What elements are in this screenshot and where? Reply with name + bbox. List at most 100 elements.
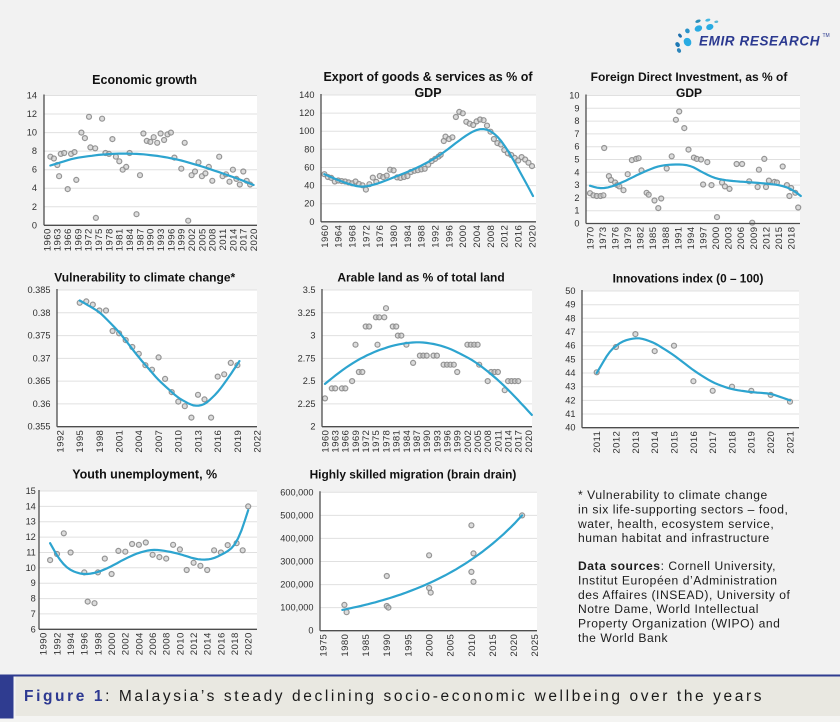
svg-text:1984: 1984 xyxy=(125,228,136,251)
svg-text:1992: 1992 xyxy=(52,632,63,655)
svg-text:1960: 1960 xyxy=(320,225,331,248)
svg-text:2022: 2022 xyxy=(253,430,264,453)
svg-text:2006: 2006 xyxy=(148,632,159,655)
svg-text:1985: 1985 xyxy=(648,227,659,250)
svg-text:2017: 2017 xyxy=(708,431,719,454)
svg-text:3.5: 3.5 xyxy=(303,285,316,295)
svg-text:2010: 2010 xyxy=(174,430,185,453)
svg-text:TM: TM xyxy=(823,33,830,39)
svg-text:2015: 2015 xyxy=(488,634,499,657)
svg-text:2.75: 2.75 xyxy=(298,353,316,363)
svg-text:1975: 1975 xyxy=(371,430,382,453)
svg-text:14: 14 xyxy=(26,501,36,511)
svg-text:Data sources: Cornell Universi: Data sources: Cornell University, xyxy=(578,559,776,573)
svg-text:2008: 2008 xyxy=(486,225,497,248)
svg-text:2020: 2020 xyxy=(244,632,255,655)
svg-text:1973: 1973 xyxy=(598,227,609,250)
svg-text:1994: 1994 xyxy=(686,226,697,249)
svg-text:Vulnerability to climate chang: Vulnerability to climate change* xyxy=(54,271,235,285)
svg-text:5: 5 xyxy=(574,155,579,165)
svg-text:2012: 2012 xyxy=(611,431,622,454)
svg-text:1996: 1996 xyxy=(444,225,455,248)
svg-text:7: 7 xyxy=(574,129,579,139)
svg-text:2014: 2014 xyxy=(203,632,214,655)
svg-text:Property Organization (WIPO) a: Property Organization (WIPO) and xyxy=(578,617,780,631)
svg-text:2025: 2025 xyxy=(530,634,541,657)
svg-text:47: 47 xyxy=(565,327,575,337)
svg-text:1975: 1975 xyxy=(94,228,105,251)
svg-text:1988: 1988 xyxy=(417,225,428,248)
svg-text:1960: 1960 xyxy=(42,228,53,251)
svg-text:4: 4 xyxy=(574,167,579,177)
svg-text:2010: 2010 xyxy=(175,632,186,655)
svg-text:GDP: GDP xyxy=(676,86,702,100)
svg-text:1999: 1999 xyxy=(453,430,464,453)
svg-text:1963: 1963 xyxy=(53,228,64,251)
svg-text:2013: 2013 xyxy=(631,431,642,454)
svg-text:1982: 1982 xyxy=(636,227,647,250)
svg-text:1999: 1999 xyxy=(177,228,188,251)
svg-text:1: 1 xyxy=(574,206,579,216)
svg-text:1980: 1980 xyxy=(340,634,351,657)
svg-text:44: 44 xyxy=(565,368,575,378)
svg-text:50: 50 xyxy=(565,286,575,296)
svg-text:1979: 1979 xyxy=(623,227,634,250)
svg-text:GDP: GDP xyxy=(414,86,441,100)
svg-text:2.25: 2.25 xyxy=(298,399,316,409)
svg-text:120: 120 xyxy=(299,108,314,118)
svg-text:2016: 2016 xyxy=(213,430,224,453)
svg-text:1969: 1969 xyxy=(73,228,84,251)
svg-text:0: 0 xyxy=(309,217,314,227)
svg-text:46: 46 xyxy=(565,341,575,351)
svg-text:2013: 2013 xyxy=(193,430,204,453)
svg-text:300,000: 300,000 xyxy=(280,557,313,567)
svg-text:1980: 1980 xyxy=(389,225,400,248)
svg-text:40: 40 xyxy=(304,181,314,191)
svg-text:14: 14 xyxy=(27,91,37,101)
svg-text:1995: 1995 xyxy=(403,634,414,657)
svg-text:2016: 2016 xyxy=(514,225,525,248)
svg-text:2005: 2005 xyxy=(197,228,208,251)
svg-text:1993: 1993 xyxy=(432,430,443,453)
svg-text:0.38: 0.38 xyxy=(33,308,51,318)
svg-text:2015: 2015 xyxy=(669,431,680,454)
svg-text:2020: 2020 xyxy=(527,225,538,248)
svg-text:1988: 1988 xyxy=(661,227,672,250)
svg-text:8: 8 xyxy=(31,594,36,604)
svg-text:1966: 1966 xyxy=(341,430,352,453)
svg-text:1976: 1976 xyxy=(611,227,622,250)
svg-text:3.25: 3.25 xyxy=(298,308,316,318)
svg-text:80: 80 xyxy=(304,144,314,154)
svg-text:1992: 1992 xyxy=(55,430,66,453)
svg-text:1990: 1990 xyxy=(382,634,393,657)
svg-text:2017: 2017 xyxy=(514,430,525,453)
svg-text:400,000: 400,000 xyxy=(280,533,313,543)
svg-text:in six life-supporting sectors: in six life-supporting sectors – food, xyxy=(578,502,788,516)
svg-text:EMIR RESEARCH: EMIR RESEARCH xyxy=(699,34,820,49)
svg-text:2008: 2008 xyxy=(483,430,494,453)
svg-text:2000: 2000 xyxy=(424,634,435,657)
svg-text:40: 40 xyxy=(565,423,575,433)
svg-text:water, health, ecosystem servi: water, health, ecosystem service, xyxy=(577,517,774,531)
svg-text:2012: 2012 xyxy=(189,632,200,655)
svg-text:1972: 1972 xyxy=(84,228,95,251)
svg-text:2008: 2008 xyxy=(208,228,219,251)
svg-text:Economic growth: Economic growth xyxy=(92,73,197,87)
svg-text:1996: 1996 xyxy=(80,632,91,655)
svg-text:1998: 1998 xyxy=(93,632,104,655)
svg-text:Highly skilled migration (brai: Highly skilled migration (brain drain) xyxy=(310,468,517,482)
svg-text:0.385: 0.385 xyxy=(28,285,51,295)
svg-text:2020: 2020 xyxy=(524,430,535,453)
svg-text:0.375: 0.375 xyxy=(28,331,51,341)
svg-text:2001: 2001 xyxy=(115,430,126,453)
svg-text:1966: 1966 xyxy=(63,228,74,251)
svg-text:1981: 1981 xyxy=(392,430,403,453)
svg-text:2003: 2003 xyxy=(724,227,735,250)
svg-text:2018: 2018 xyxy=(727,431,738,454)
svg-text:2004: 2004 xyxy=(472,225,483,248)
svg-text:43: 43 xyxy=(565,382,575,392)
svg-text:12: 12 xyxy=(27,109,37,119)
svg-text:1987: 1987 xyxy=(135,228,146,251)
svg-text:2014: 2014 xyxy=(228,228,239,251)
svg-text:2012: 2012 xyxy=(500,225,511,248)
